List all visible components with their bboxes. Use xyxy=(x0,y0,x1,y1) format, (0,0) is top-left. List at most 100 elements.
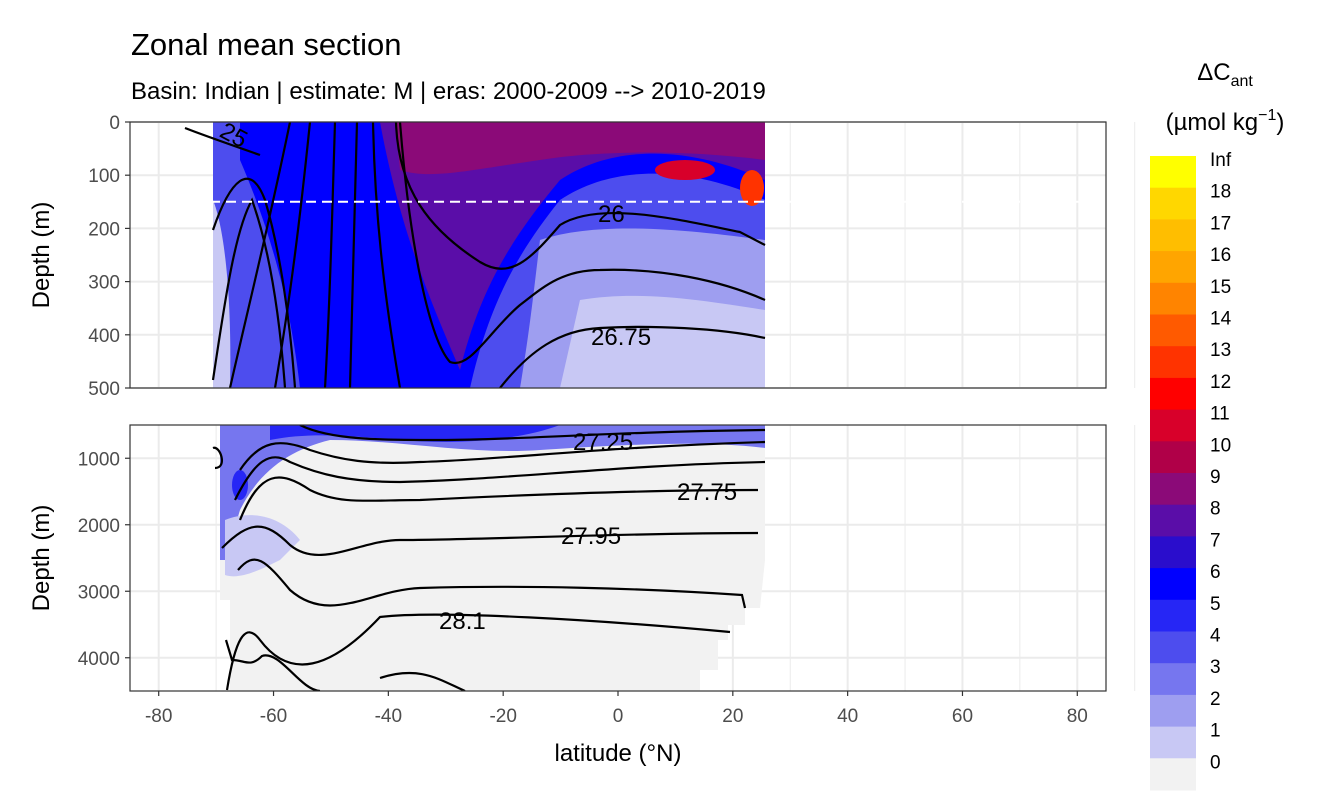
chart-title: Zonal mean section xyxy=(131,27,402,62)
x-tick-label: 40 xyxy=(837,706,858,727)
contour-line xyxy=(211,197,287,388)
x-tick-label: 80 xyxy=(1067,706,1088,727)
legend-key xyxy=(1150,314,1196,347)
legend-key xyxy=(1150,346,1196,379)
southern-low-region xyxy=(213,200,231,388)
surface-hotspot xyxy=(740,170,764,206)
legend-key xyxy=(1150,473,1196,506)
contour-line xyxy=(238,476,759,521)
legend-key xyxy=(1150,599,1196,632)
legend-title-main: ΔC xyxy=(1197,59,1230,86)
legend-key xyxy=(1150,536,1196,569)
contour-line xyxy=(228,122,292,388)
contour-line xyxy=(348,122,359,388)
color-legend: ΔCant (µmol kg−1) Inf1817161514131211109… xyxy=(1150,59,1284,791)
contour-label: 27.95 xyxy=(561,523,621,550)
y-tick-label: 3000 xyxy=(78,582,120,603)
y-tick-label: 400 xyxy=(88,326,120,347)
legend-key xyxy=(1150,251,1196,284)
legend-title: ΔCant xyxy=(1197,59,1253,90)
legend-label: 4 xyxy=(1210,626,1221,647)
y-tick-label: 200 xyxy=(88,219,120,240)
surface-max-region xyxy=(395,122,765,175)
contour-label: 26.75 xyxy=(591,324,651,351)
legend-label: 9 xyxy=(1210,467,1221,488)
legend-key xyxy=(1150,282,1196,315)
legend-label: 13 xyxy=(1210,340,1231,361)
contour-line xyxy=(237,558,747,609)
legend-label: 15 xyxy=(1210,277,1231,298)
legend-key xyxy=(1150,219,1196,252)
y-tick-label: 300 xyxy=(88,273,120,294)
legend-unit-close: ) xyxy=(1276,109,1284,136)
y-tick-label: 1000 xyxy=(78,449,120,470)
legend-key xyxy=(1150,568,1196,601)
y-axis-title-lower: Depth (m) xyxy=(28,505,55,612)
x-tick-label: 0 xyxy=(613,706,624,727)
x-tick-label: -80 xyxy=(145,706,172,727)
legend-label: 17 xyxy=(1210,213,1231,234)
legend-key xyxy=(1150,156,1196,189)
legend-label: 10 xyxy=(1210,435,1231,456)
legend-key xyxy=(1150,409,1196,442)
upper-panel-border xyxy=(129,121,1107,389)
contour-line xyxy=(323,122,337,388)
lower-contours xyxy=(212,425,766,691)
legend-key xyxy=(1150,663,1196,696)
legend-key xyxy=(1150,758,1196,791)
contour-line xyxy=(184,126,261,157)
legend-key xyxy=(1150,631,1196,664)
y-tick-label: 500 xyxy=(88,379,120,400)
upper-panel-fill xyxy=(213,122,765,388)
contour-line xyxy=(371,122,402,388)
x-tick-label: -60 xyxy=(260,706,287,727)
contour-line xyxy=(299,425,766,442)
legend-label: 11 xyxy=(1210,404,1230,425)
legend-key xyxy=(1150,441,1196,474)
contour-line xyxy=(211,177,297,388)
contour-line xyxy=(398,122,766,365)
upper-contours xyxy=(184,122,766,388)
x-tick-label: 20 xyxy=(722,706,743,727)
legend-label: 6 xyxy=(1210,562,1221,583)
legend-key xyxy=(1150,726,1196,759)
y-tick-label: 2000 xyxy=(78,516,120,537)
y-tick-label: 4000 xyxy=(78,649,120,670)
x-tick-label: -20 xyxy=(489,706,516,727)
legend-label: Inf xyxy=(1210,150,1232,171)
contour-label: 26 xyxy=(598,201,625,228)
y-axis-title-upper: Depth (m) xyxy=(28,202,55,309)
x-tick-label: 60 xyxy=(952,706,973,727)
upper-uptake-band xyxy=(270,425,560,442)
weak-uptake-region xyxy=(560,295,765,388)
legend-label: 16 xyxy=(1210,245,1231,266)
y-tick-label: 0 xyxy=(109,113,120,134)
x-tick-label: -40 xyxy=(375,706,402,727)
legend-title-sub: ant xyxy=(1231,73,1254,90)
legend-label: 2 xyxy=(1210,689,1221,710)
legend-label: 5 xyxy=(1210,594,1221,615)
y-tick-label: 100 xyxy=(88,166,120,187)
legend-key xyxy=(1150,377,1196,411)
legend-key xyxy=(1150,694,1196,728)
contour-line xyxy=(224,639,321,691)
legend-unit-sup: −1 xyxy=(1258,107,1276,124)
x-axis-title: latitude (°N) xyxy=(555,740,682,767)
contour-line xyxy=(379,671,466,691)
contour-line xyxy=(212,446,224,470)
legend-key xyxy=(1150,187,1196,220)
legend-unit-main: (µmol kg xyxy=(1166,109,1259,136)
legend-label: 18 xyxy=(1210,182,1231,203)
contour-label: 27.75 xyxy=(677,479,737,506)
legend-label: 8 xyxy=(1210,499,1221,520)
legend-label: 12 xyxy=(1210,372,1231,393)
legend-label: 1 xyxy=(1210,721,1221,742)
contour-label: 27.25 xyxy=(573,429,633,456)
contour-line xyxy=(225,613,731,691)
legend-label: 14 xyxy=(1210,309,1232,330)
contour-line xyxy=(234,456,766,501)
legend-label: 7 xyxy=(1210,530,1221,551)
legend-label: 0 xyxy=(1210,752,1221,773)
southern-uptake-spot xyxy=(232,470,248,500)
